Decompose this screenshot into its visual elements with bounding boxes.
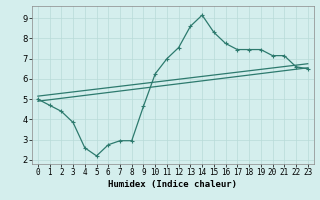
X-axis label: Humidex (Indice chaleur): Humidex (Indice chaleur) [108, 180, 237, 189]
